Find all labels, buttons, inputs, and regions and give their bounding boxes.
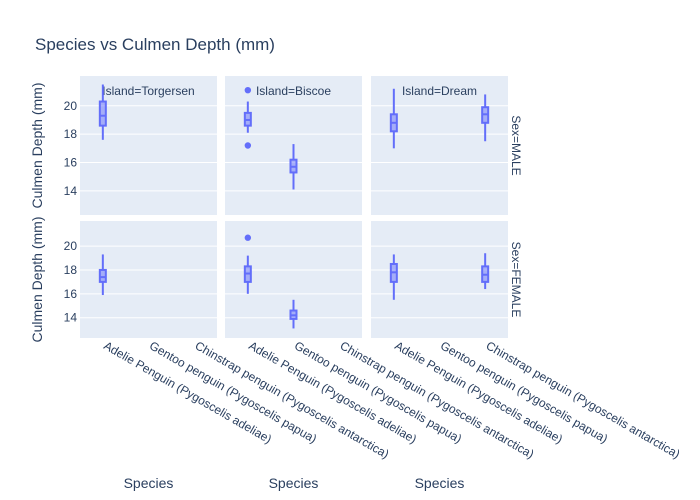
box-mark xyxy=(98,254,107,296)
y-tick-label: 18 xyxy=(64,263,78,277)
iqr-box xyxy=(98,268,107,283)
box-mark xyxy=(389,254,398,300)
y-axis-title: Culmen Depth (mm) xyxy=(29,82,45,208)
y-tick-label: 18 xyxy=(64,127,78,141)
box-mark xyxy=(98,84,107,140)
chart-title: Species vs Culmen Depth (mm) xyxy=(35,35,275,54)
y-tick-label: 16 xyxy=(64,156,78,170)
y-tick-label: 20 xyxy=(64,239,78,253)
x-ticks: Adelie Penguin (Pygoscelis adeliae)Gento… xyxy=(101,338,682,461)
y-tick-label: 16 xyxy=(64,287,78,301)
outlier-point xyxy=(244,142,252,149)
outlier-point xyxy=(244,86,252,94)
column-facet-label: Island=Biscoe xyxy=(256,84,331,98)
row-facet-label: Sex=MALE xyxy=(509,115,523,175)
box-mark xyxy=(289,144,298,190)
iqr-box xyxy=(98,100,107,127)
box-mark xyxy=(481,94,490,142)
column-facet-label: Island=Torgersen xyxy=(102,84,194,98)
y-axis-title: Culmen Depth (mm) xyxy=(29,216,45,342)
x-axis-title: Species xyxy=(124,475,174,491)
box-mark xyxy=(481,253,490,290)
box-mark xyxy=(389,88,398,149)
row-facet-label: Sex=FEMALE xyxy=(509,242,523,318)
column-facet-label: Island=Dream xyxy=(402,84,477,98)
x-axis-title: Species xyxy=(269,475,319,491)
x-axis-title: Species xyxy=(415,475,465,491)
box-mark xyxy=(243,86,252,149)
y-tick-label: 20 xyxy=(64,99,78,113)
box-mark xyxy=(289,299,298,329)
y-tick-label: 14 xyxy=(64,311,78,325)
facet-labels: Island=Torgersen Island=Biscoe Island=Drea… xyxy=(102,84,523,317)
box-mark xyxy=(243,234,252,294)
y-ticks: 14 16 18 20 14 16 18 20 xyxy=(64,99,78,325)
outlier-point xyxy=(244,234,252,241)
panels xyxy=(80,76,508,338)
y-tick-label: 14 xyxy=(64,184,78,198)
axis-titles: Species Species Species Culmen Depth (mm) Cu… xyxy=(29,82,464,491)
boxes xyxy=(98,84,490,329)
